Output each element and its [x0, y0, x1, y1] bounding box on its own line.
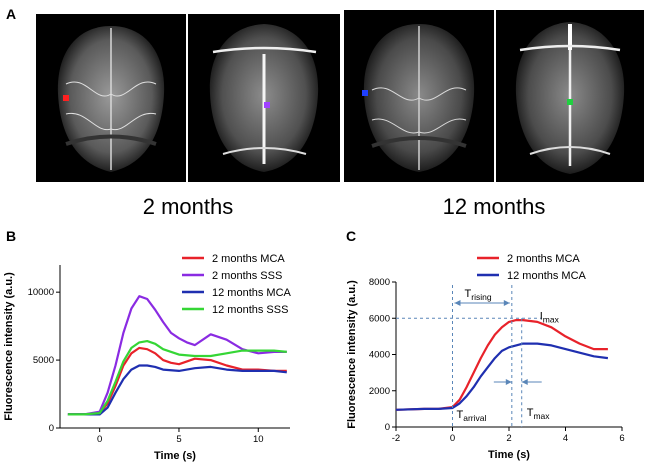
y-tick-label: 10000 — [28, 287, 54, 298]
series-line-1 — [395, 319, 608, 411]
y-tick-label: 2000 — [369, 386, 390, 397]
y-tick-label: 6000 — [369, 313, 390, 324]
brain-image-2m-mca — [36, 14, 186, 182]
panel-letter-c: C — [346, 228, 357, 244]
x-tick-label: 5 — [176, 434, 181, 445]
brain-image-12m-mca — [344, 10, 494, 182]
brain-svg-2 — [209, 24, 319, 172]
posterior-vessel — [222, 147, 307, 155]
tarrival-label: Tarrival — [457, 409, 487, 423]
vessels — [371, 87, 467, 134]
cerebellum-boundary — [371, 136, 467, 148]
x-tick-label: 0 — [450, 433, 455, 444]
series-line-1 — [67, 346, 287, 416]
brain-svg-4 — [515, 22, 625, 174]
roi-marker — [362, 90, 368, 96]
x-tick-label: 4 — [563, 433, 568, 444]
imax-label: Imax — [540, 310, 560, 324]
roi-marker — [63, 95, 69, 101]
legend-label-2: 2 months SSS — [212, 270, 282, 282]
legend-label-3: 12 months MCA — [212, 287, 292, 299]
series-line-2 — [395, 342, 609, 411]
x-tick-label: 10 — [253, 434, 264, 445]
legend-label-1: 2 months MCA — [212, 253, 285, 265]
y-tick-label: 0 — [49, 423, 54, 434]
tmax-label: Tmax — [527, 407, 551, 421]
y-tick-label: 8000 — [369, 277, 390, 288]
x-axis-label: Time (s) — [154, 450, 196, 462]
posterior-vessel — [529, 146, 611, 155]
panel-letter-a: A — [6, 6, 17, 22]
trising-arrowhead-left — [454, 300, 461, 306]
transverse-vessel — [519, 44, 621, 52]
legend-label-4: 12 months SSS — [212, 304, 288, 316]
brain-image-12m-sss — [496, 10, 644, 182]
x-tick-label: -2 — [392, 433, 400, 444]
x-axis-label: Time (s) — [488, 449, 530, 461]
transverse-vessel — [212, 46, 317, 54]
panel-letter-b: B — [6, 228, 17, 244]
brain-svg-1 — [57, 26, 165, 172]
legend-label-2: 12 months MCA — [507, 270, 587, 282]
roi-marker — [567, 99, 573, 105]
roi-marker — [264, 102, 270, 108]
caption-2-months: 2 months — [142, 194, 234, 219]
vessels — [65, 81, 157, 131]
brain-svg-3 — [362, 24, 475, 172]
x-tick-label: 6 — [619, 433, 624, 444]
cerebellum-boundary — [65, 134, 157, 146]
x-tick-label: 0 — [97, 434, 102, 445]
chart-b: 0 5 10 0 5000 10000 Time (s) Fluorescence inten… — [3, 253, 292, 462]
y-axis-label: Fluorescence intensity (a.u.) — [346, 280, 358, 429]
x-tick-label: 2 — [506, 433, 511, 444]
tmax-arrowhead-left — [505, 379, 512, 385]
trising-arrowhead-right — [503, 300, 510, 306]
y-tick-label: 5000 — [33, 355, 54, 366]
series-line-4 — [67, 340, 287, 416]
series-line-3 — [67, 364, 287, 416]
caption-12-months: 12 months — [442, 194, 546, 219]
brain-image-2m-sss — [188, 14, 340, 182]
tmax-arrowhead-right — [521, 379, 528, 385]
y-tick-label: 0 — [385, 422, 390, 433]
y-tick-label: 4000 — [369, 350, 390, 361]
series-line-2 — [67, 295, 287, 416]
legend-label-1: 2 months MCA — [507, 253, 580, 265]
y-axis-label: Fluorescence intensity (a.u.) — [3, 272, 15, 421]
trising-label: Trising — [465, 288, 492, 302]
